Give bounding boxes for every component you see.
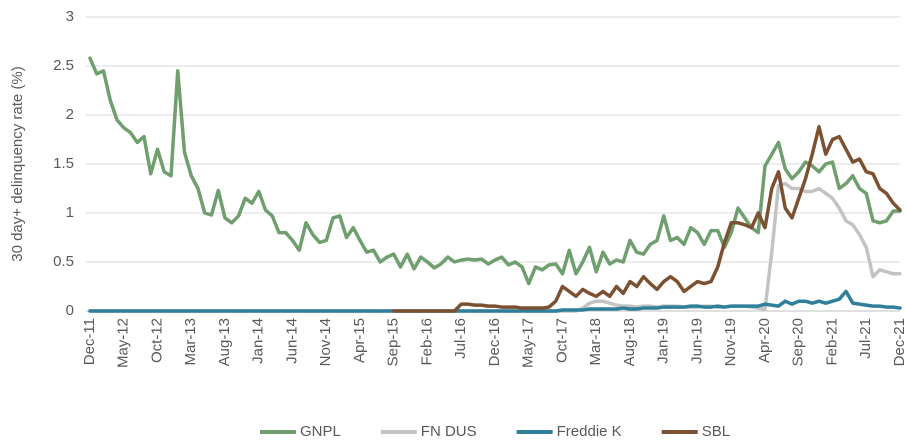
x-tick-label: Feb-16: [418, 318, 435, 366]
x-tick-label: Aug-13: [216, 318, 233, 366]
x-tick-label: Jun-14: [283, 318, 300, 364]
x-tick-label: Dec-16: [486, 318, 503, 366]
x-tick-label: Jun-19: [688, 318, 705, 364]
x-tick-label: Oct-12: [148, 318, 165, 363]
series-line: [88, 181, 902, 313]
x-tick-label: Dec-11: [81, 318, 98, 365]
x-tick-label: Oct-17: [553, 318, 570, 363]
x-tick-label: Jan-14: [250, 318, 267, 364]
legend-label: SBL: [702, 423, 730, 440]
y-tick-label: 1.5: [53, 155, 74, 172]
series-line: [392, 125, 902, 313]
y-tick-label: 0.5: [53, 253, 74, 270]
y-tick-label: 1: [66, 204, 74, 221]
x-tick-label: Sep-15: [385, 318, 402, 366]
legend-label: GNPL: [300, 423, 341, 440]
y-axis-title: 30 day+ delinquency rate (%): [9, 66, 26, 262]
x-tick-label: Jan-19: [655, 318, 672, 364]
x-tick-label: Mar-13: [182, 318, 199, 366]
x-tick-label: Mar-18: [587, 318, 604, 366]
x-tick-label: Jul-21: [857, 318, 874, 359]
y-tick-label: 0: [66, 302, 74, 319]
x-tick-label: Sep-20: [790, 318, 807, 366]
y-tick-label: 2.5: [53, 57, 74, 74]
x-tick-label: Feb-21: [823, 318, 840, 366]
x-tick-label: Nov-19: [722, 318, 739, 366]
legend: GNPL FN DUS Freddie K SBL: [259, 423, 730, 440]
y-tick-label: 2: [66, 106, 74, 123]
x-tick-label: Jul-16: [452, 318, 469, 359]
x-tick-label: Nov-14: [317, 318, 334, 366]
x-tick-label: May-17: [520, 318, 537, 368]
x-tick-label: Apr-20: [756, 318, 773, 363]
x-tick-label: Apr-15: [351, 318, 368, 363]
x-tick-label: Dec-21: [891, 318, 906, 366]
y-tick-label: 3: [66, 8, 74, 25]
legend-label: Freddie K: [557, 423, 622, 440]
legend-label: FN DUS: [421, 423, 477, 440]
series-line: [88, 56, 902, 286]
series-line: [88, 289, 902, 313]
x-tick-label: May-12: [115, 318, 132, 368]
x-tick-label: Aug-18: [621, 318, 638, 366]
